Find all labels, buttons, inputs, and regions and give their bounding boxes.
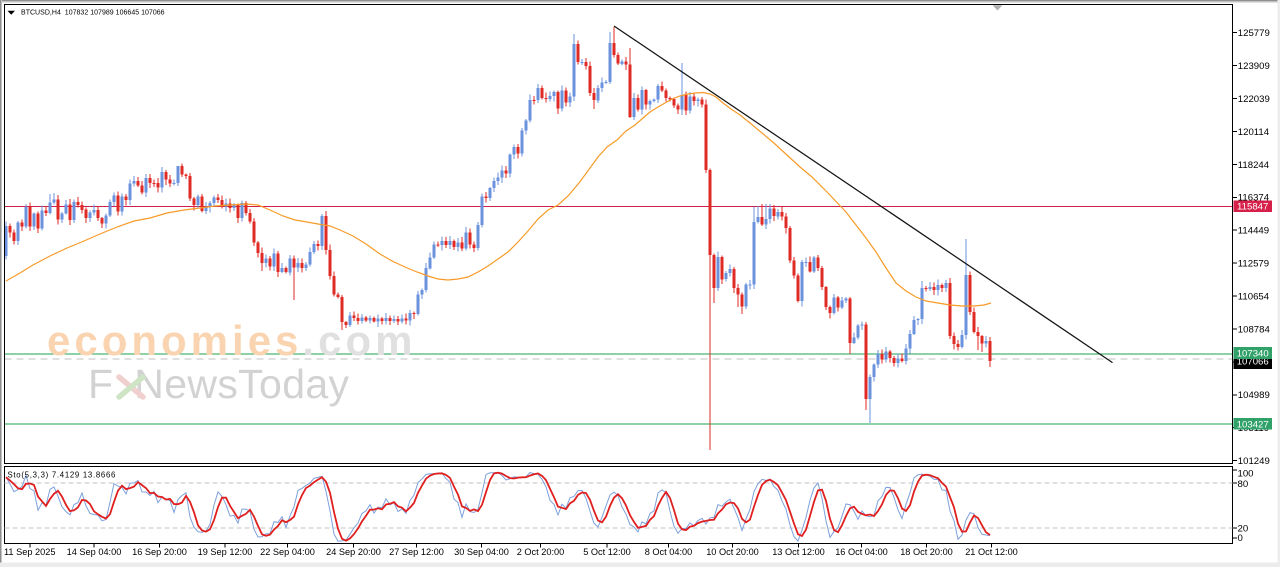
svg-text:economies.com: economies.com xyxy=(47,317,416,364)
svg-text:10 Oct 20:00: 10 Oct 20:00 xyxy=(706,547,759,557)
svg-text:8 Oct 04:00: 8 Oct 04:00 xyxy=(645,547,693,557)
svg-text:118244: 118244 xyxy=(1238,160,1270,171)
svg-text:123909: 123909 xyxy=(1238,61,1270,72)
svg-text:5 Oct 12:00: 5 Oct 12:00 xyxy=(583,547,631,557)
svg-text:14 Sep 04:00: 14 Sep 04:00 xyxy=(67,547,122,557)
svg-text:13 Oct 12:00: 13 Oct 12:00 xyxy=(772,547,825,557)
svg-text:19 Sep 12:00: 19 Sep 12:00 xyxy=(198,547,253,557)
svg-text:112579: 112579 xyxy=(1238,259,1269,270)
svg-text:80: 80 xyxy=(1238,479,1249,490)
svg-text:125779: 125779 xyxy=(1238,28,1270,39)
svg-text:BTCUSD,H4 107832 107989 10664: BTCUSD,H4 107832 107989 106645 107066 xyxy=(21,10,165,17)
svg-text:16 Oct 04:00: 16 Oct 04:00 xyxy=(835,547,888,557)
svg-text:18 Oct 20:00: 18 Oct 20:00 xyxy=(900,547,953,557)
svg-text:0: 0 xyxy=(1238,533,1243,544)
svg-text:2 Oct 20:00: 2 Oct 20:00 xyxy=(517,547,565,557)
svg-text:107066: 107066 xyxy=(1237,356,1269,367)
svg-text:16 Sep 20:00: 16 Sep 20:00 xyxy=(132,547,187,557)
svg-text:122039: 122039 xyxy=(1238,94,1270,105)
svg-text:24 Sep 20:00: 24 Sep 20:00 xyxy=(326,547,381,557)
svg-text:22 Sep 04:00: 22 Sep 04:00 xyxy=(260,547,315,557)
svg-text:107340: 107340 xyxy=(1237,349,1269,360)
svg-text:115847: 115847 xyxy=(1237,202,1268,213)
svg-text:108784: 108784 xyxy=(1238,324,1271,335)
svg-text:30 Sep 04:00: 30 Sep 04:00 xyxy=(454,547,509,557)
svg-text:104989: 104989 xyxy=(1238,390,1270,401)
svg-text:103427: 103427 xyxy=(1237,419,1269,430)
svg-text:27 Sep 12:00: 27 Sep 12:00 xyxy=(389,547,444,557)
svg-text:116374: 116374 xyxy=(1238,193,1270,204)
svg-text:101249: 101249 xyxy=(1238,456,1270,467)
svg-text:114449: 114449 xyxy=(1238,226,1269,237)
svg-text:100: 100 xyxy=(1238,468,1254,479)
svg-text:11 Sep 2025: 11 Sep 2025 xyxy=(4,547,55,557)
svg-text:20: 20 xyxy=(1238,524,1249,535)
svg-text:21 Oct 12:00: 21 Oct 12:00 xyxy=(965,547,1018,557)
svg-text:110654: 110654 xyxy=(1238,292,1270,303)
svg-text:120114: 120114 xyxy=(1238,127,1270,138)
svg-text:Sto(5,3,3) 7.4129 13.8666: Sto(5,3,3) 7.4129 13.8666 xyxy=(8,470,117,479)
